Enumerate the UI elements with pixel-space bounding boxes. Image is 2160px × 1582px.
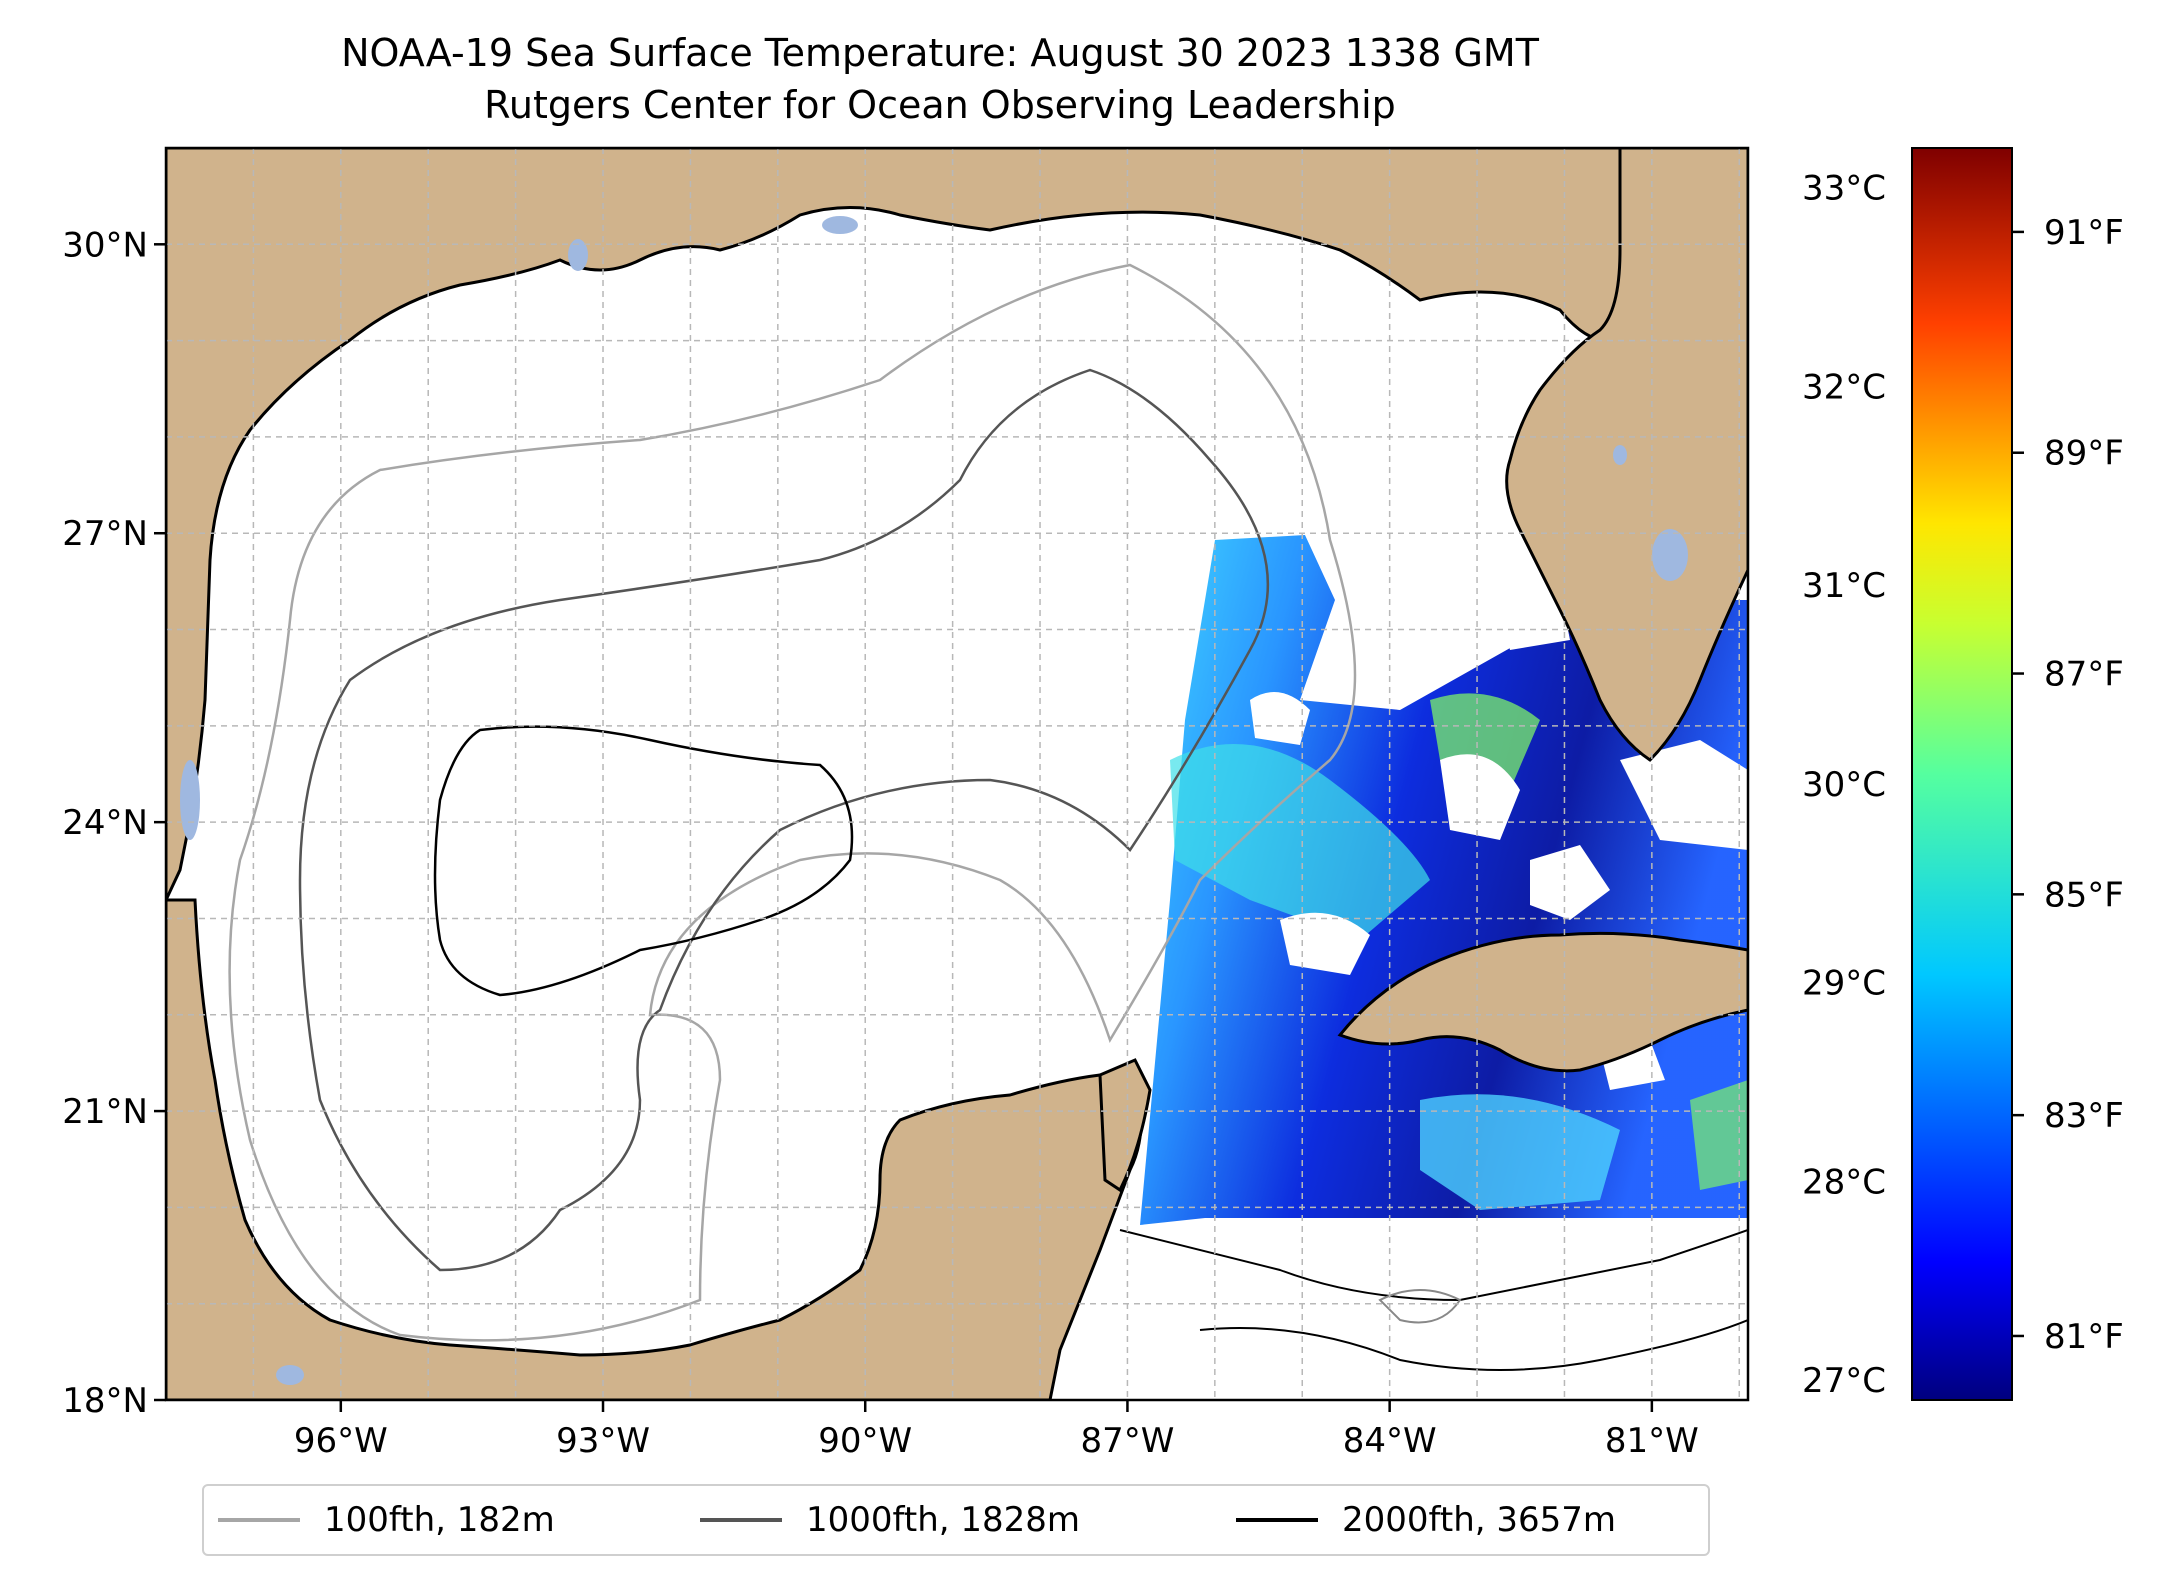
depth-legend: 100fth, 182m 1000fth, 1828m 2000fth, 365… (202, 1484, 1710, 1556)
legend-label-2000fth: 2000fth, 3657m (1342, 1500, 1617, 1540)
lat-tick-label: 27°N (62, 514, 148, 554)
lat-tick-label: 21°N (62, 1092, 148, 1132)
legend-item-100fth: 100fth, 182m (218, 1486, 555, 1554)
lon-tick-label: 93°W (556, 1421, 650, 1461)
colorbar (1911, 147, 2013, 1401)
land (166, 148, 1748, 1400)
legend-line-100fth (218, 1518, 300, 1522)
legend-line-1000fth (700, 1518, 782, 1522)
lakes (180, 216, 1688, 1385)
celsius-tick-label: 31°C (1802, 566, 1886, 606)
sst-swath (1140, 535, 1748, 1225)
lat-tick-label: 24°N (62, 803, 148, 843)
lon-tick-label: 81°W (1605, 1421, 1699, 1461)
legend-item-2000fth: 2000fth, 3657m (1236, 1486, 1616, 1554)
celsius-tick-label: 33°C (1802, 169, 1886, 209)
colorbar-ticks: 33°C 32°C 31°C 30°C 29°C 28°C 27°C 91°F 89°F 87°F… (1802, 169, 2124, 1401)
lon-tick-label: 90°W (818, 1421, 912, 1461)
legend-label-100fth: 100fth, 182m (324, 1500, 555, 1540)
celsius-tick-label: 30°C (1802, 765, 1886, 805)
map-axis-ticks: 96°W 93°W 90°W 87°W 84°W 81°W 18°N 21°N 24°N 27°N… (62, 225, 1699, 1461)
fahrenheit-tick-label: 89°F (2044, 434, 2124, 474)
legend-label-1000fth: 1000fth, 1828m (806, 1500, 1081, 1540)
legend-line-2000fth (1236, 1518, 1318, 1522)
map-frame (164, 146, 1750, 1402)
map-title: NOAA-19 Sea Surface Temperature: August … (341, 31, 1539, 75)
fahrenheit-tick-label: 83°F (2044, 1096, 2124, 1136)
map-subtitle: Rutgers Center for Ocean Observing Leade… (484, 83, 1396, 127)
lon-tick-label: 84°W (1343, 1421, 1437, 1461)
bathymetry-contours (228, 263, 1748, 1371)
celsius-tick-label: 27°C (1802, 1361, 1886, 1401)
lon-tick-label: 96°W (294, 1421, 388, 1461)
lat-tick-label: 18°N (62, 1381, 148, 1421)
legend-item-1000fth: 1000fth, 1828m (700, 1486, 1080, 1554)
celsius-tick-label: 29°C (1802, 964, 1886, 1004)
fahrenheit-tick-label: 81°F (2044, 1317, 2124, 1357)
lat-tick-label: 30°N (62, 225, 148, 265)
fahrenheit-tick-label: 87°F (2044, 655, 2124, 695)
celsius-tick-label: 32°C (1802, 367, 1886, 407)
fahrenheit-tick-label: 85°F (2044, 875, 2124, 915)
fahrenheit-tick-label: 91°F (2044, 213, 2124, 253)
lon-tick-label: 87°W (1080, 1421, 1174, 1461)
celsius-tick-label: 28°C (1802, 1162, 1886, 1202)
